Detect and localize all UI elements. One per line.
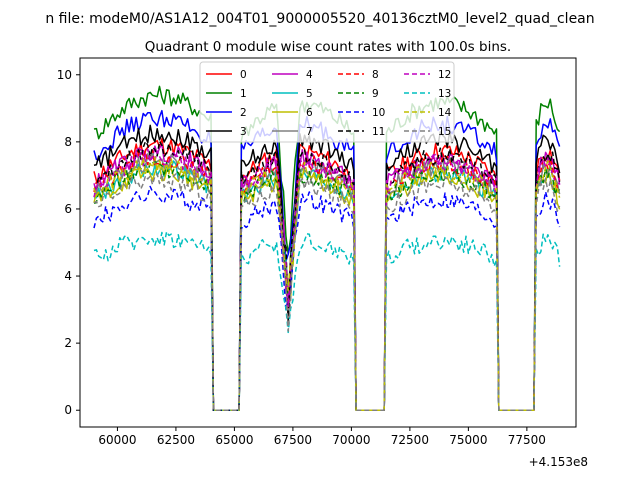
y-tick-label: 6: [64, 202, 72, 216]
legend-label-7: 7: [306, 126, 313, 138]
series-line-15: [93, 172, 561, 411]
legend-label-11: 11: [372, 126, 385, 138]
x-axis: 60000 62500 65000 67500 70000 72500 75000 77500: [98, 427, 546, 447]
legend-box: [199, 61, 455, 143]
legend-label-15: 15: [438, 126, 451, 138]
x-tick-label: 65000: [215, 433, 253, 447]
y-axis: 0 2 4 6 8 10: [57, 68, 80, 417]
series-line-7: [93, 151, 561, 411]
legend-label-2: 2: [240, 107, 247, 119]
legend-label-4: 4: [306, 69, 313, 81]
legend-label-14: 14: [438, 107, 452, 119]
y-tick-label: 4: [64, 269, 72, 283]
x-tick-label: 62500: [157, 433, 195, 447]
chart-title: Quadrant 0 module wise count rates with …: [145, 39, 511, 55]
y-tick-label: 2: [64, 336, 72, 350]
x-tick-label: 72500: [391, 433, 429, 447]
legend-label-12: 12: [438, 69, 451, 81]
legend-label-13: 13: [438, 88, 451, 100]
legend-label-3: 3: [240, 126, 247, 138]
series-line-5: [93, 160, 560, 411]
series-line-11: [93, 140, 561, 411]
x-tick-label: 67500: [274, 433, 312, 447]
x-tick-label: 77500: [508, 433, 546, 447]
series-line-8: [93, 149, 561, 411]
y-tick-label: 0: [64, 403, 72, 417]
x-tick-label: 75000: [449, 433, 487, 447]
legend-label-8: 8: [372, 69, 379, 81]
x-tick-label: 60000: [98, 433, 136, 447]
series-line-10: [93, 185, 561, 411]
legend-label-9: 9: [372, 88, 379, 100]
y-tick-label: 8: [64, 135, 72, 149]
series-line-0: [93, 138, 561, 411]
legend-label-5: 5: [306, 88, 313, 100]
x-tick-label: 70000: [332, 433, 370, 447]
legend-label-6: 6: [306, 107, 313, 119]
axes-frame: [79, 57, 577, 428]
series-line-9: [93, 160, 561, 411]
y-tick-label: 10: [57, 68, 72, 82]
series-line-12: [93, 148, 560, 411]
series-line-13: [93, 230, 561, 411]
series-line-14: [93, 156, 561, 411]
legend-label-1: 1: [240, 88, 247, 100]
series-layer: [93, 85, 561, 411]
plot-area: [79, 57, 577, 428]
legend-label-0: 0: [240, 69, 247, 81]
chart-suptitle: n file: modeM0/AS1A12_004T01_9000005520_…: [45, 11, 594, 27]
x-offset-label: +4.153e8: [529, 455, 588, 469]
legend-label-10: 10: [372, 107, 385, 119]
